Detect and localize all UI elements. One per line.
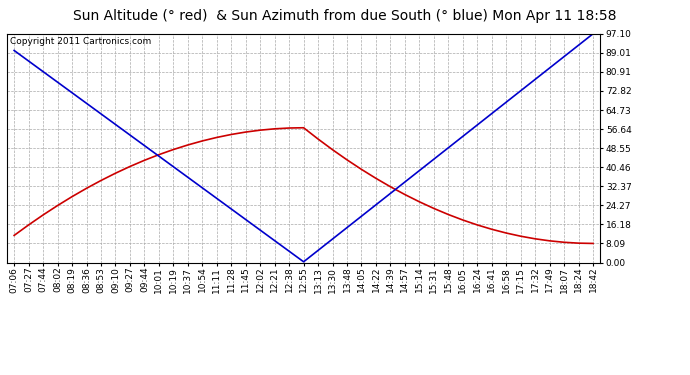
Text: Sun Altitude (° red)  & Sun Azimuth from due South (° blue) Mon Apr 11 18:58: Sun Altitude (° red) & Sun Azimuth from … <box>73 9 617 23</box>
Text: Copyright 2011 Cartronics.com: Copyright 2011 Cartronics.com <box>10 37 151 46</box>
